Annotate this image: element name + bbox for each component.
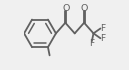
Text: F: F xyxy=(100,24,105,33)
Text: O: O xyxy=(81,4,88,13)
Text: O: O xyxy=(62,4,70,13)
Text: F: F xyxy=(89,39,94,48)
Text: F: F xyxy=(100,34,105,43)
